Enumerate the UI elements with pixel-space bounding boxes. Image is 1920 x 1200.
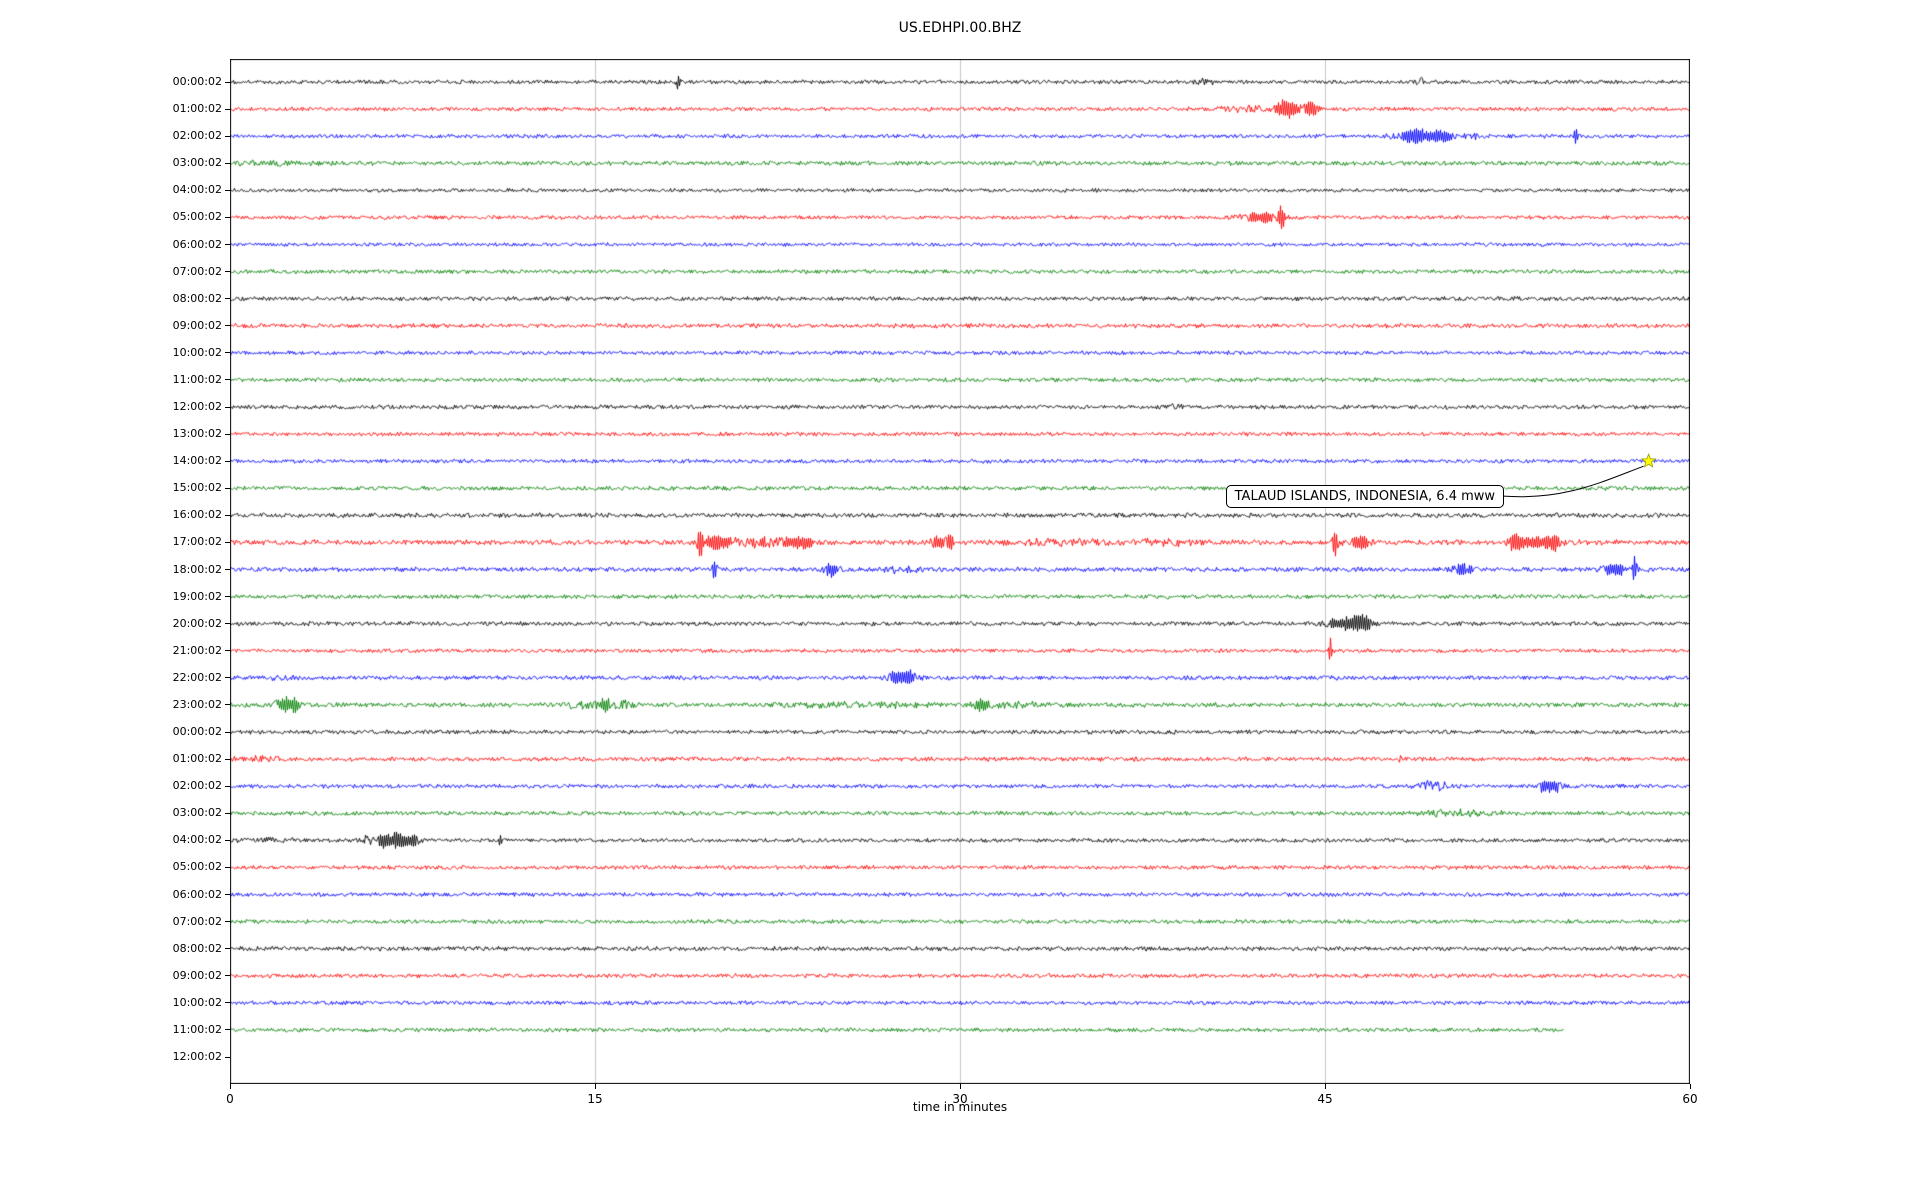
y-tick-label: 03:00:02 (172, 806, 222, 820)
y-tick-label: 06:00:02 (172, 237, 222, 251)
y-tick (225, 379, 230, 381)
y-tick (225, 487, 230, 489)
y-tick (225, 596, 230, 598)
y-tick-label: 02:00:02 (172, 129, 222, 143)
y-tick (225, 298, 230, 300)
y-tick-label: 07:00:02 (172, 264, 222, 278)
y-tick (225, 352, 230, 354)
y-tick-label: 09:00:02 (172, 318, 222, 332)
x-tick (1324, 1084, 1326, 1089)
y-tick-label: 02:00:02 (172, 779, 222, 793)
y-tick-label: 07:00:02 (172, 914, 222, 928)
x-tick (959, 1084, 961, 1089)
y-tick-label: 12:00:02 (172, 400, 222, 413)
y-tick (225, 189, 230, 191)
y-tick (225, 406, 230, 408)
y-tick-label: 08:00:02 (172, 941, 222, 955)
y-tick-label: 09:00:02 (172, 968, 222, 982)
y-tick (225, 244, 230, 245)
y-tick-label: 21:00:02 (172, 643, 222, 657)
y-tick (225, 948, 230, 950)
x-axis-label: time in minutes (912, 1100, 1008, 1114)
annotation-callout: TALAUD ISLANDS, INDONESIA, 6.4 mww (1225, 484, 1505, 508)
y-tick (225, 812, 230, 814)
y-tick-label: 05:00:02 (172, 860, 222, 874)
y-tick-label: 00:00:02 (172, 75, 222, 88)
x-tick (1689, 1084, 1691, 1089)
y-tick (225, 650, 230, 652)
y-tick-label: 08:00:02 (172, 291, 222, 305)
y-tick-label: 00:00:02 (172, 725, 222, 738)
y-tick-label: 15:00:02 (172, 481, 222, 495)
y-tick-label: 03:00:02 (172, 156, 222, 170)
y-tick (225, 271, 230, 273)
y-tick (225, 623, 230, 625)
x-tick (229, 1084, 231, 1089)
y-tick-label: 20:00:02 (172, 616, 222, 630)
y-tick-label: 22:00:02 (172, 670, 222, 684)
x-tick (594, 1084, 596, 1089)
y-tick (225, 216, 230, 218)
y-tick-label: 13:00:02 (172, 427, 222, 441)
y-tick-label: 12:00:02 (172, 1050, 222, 1063)
y-tick-label: 11:00:02 (172, 372, 222, 386)
y-tick (225, 1029, 230, 1031)
seismogram-plot (230, 59, 1690, 1084)
y-tick (225, 460, 230, 462)
y-tick-label: 05:00:02 (172, 210, 222, 224)
annotation-text: TALAUD ISLANDS, INDONESIA, 6.4 mww (1234, 488, 1496, 504)
y-tick (225, 162, 230, 164)
y-tick (225, 1056, 230, 1058)
y-tick-label: 04:00:02 (172, 833, 222, 847)
y-tick-label: 06:00:02 (172, 887, 222, 901)
y-tick (225, 839, 230, 841)
y-tick-label: 19:00:02 (172, 589, 222, 603)
y-tick-label: 23:00:02 (172, 697, 222, 711)
y-tick-label: 14:00:02 (172, 454, 222, 468)
y-tick (225, 433, 230, 435)
y-tick (225, 921, 230, 923)
y-tick-label: 01:00:02 (172, 752, 222, 766)
y-tick-label: 04:00:02 (172, 183, 222, 197)
y-tick (225, 677, 230, 679)
y-tick (225, 758, 230, 760)
page-title: US.EDHPI.00.BHZ (898, 20, 1022, 36)
y-tick-label: 01:00:02 (172, 102, 222, 116)
y-tick (225, 514, 230, 516)
y-tick-label: 10:00:02 (172, 995, 222, 1009)
y-tick (225, 569, 230, 570)
y-tick-label: 16:00:02 (172, 508, 222, 522)
y-tick (225, 1002, 230, 1004)
x-tick-label: 15 (587, 1092, 603, 1106)
y-tick (225, 135, 230, 137)
x-tick-label: 0 (226, 1092, 234, 1106)
y-tick-label: 17:00:02 (172, 535, 222, 549)
y-tick (225, 894, 230, 895)
y-tick (225, 975, 230, 977)
y-tick (225, 541, 230, 543)
y-tick (225, 81, 230, 83)
y-tick (225, 108, 230, 110)
y-tick (225, 731, 230, 733)
x-tick-label: 45 (1317, 1092, 1333, 1106)
x-tick-label: 60 (1682, 1092, 1698, 1106)
y-tick-label: 10:00:02 (172, 345, 222, 359)
y-tick (225, 325, 230, 327)
y-tick (225, 704, 230, 706)
y-tick-label: 18:00:02 (172, 562, 222, 576)
y-tick-label: 11:00:02 (172, 1022, 222, 1036)
y-tick (225, 785, 230, 787)
x-tick-label: 30 (952, 1092, 968, 1106)
y-tick (225, 866, 230, 868)
